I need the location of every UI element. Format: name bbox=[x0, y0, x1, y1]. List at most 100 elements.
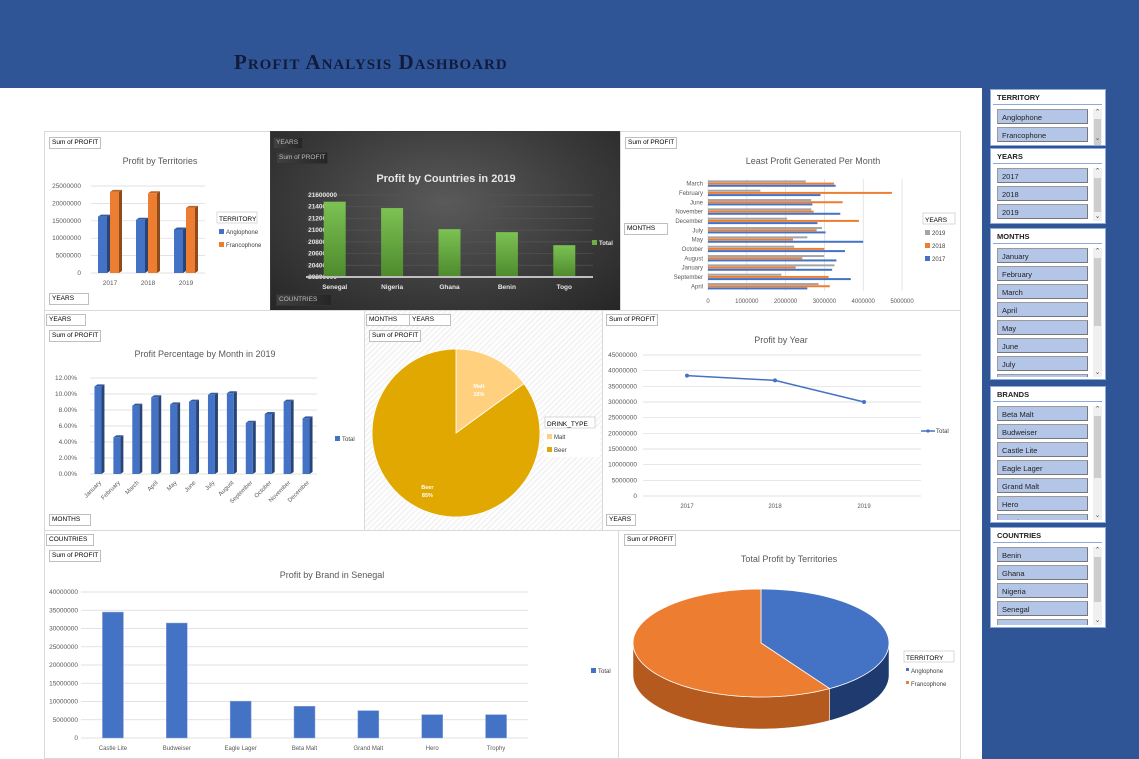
chart-canvas: Malt 15% Beer 85% DRINK_TYPE Malt Beer bbox=[371, 348, 600, 518]
y-tick-label: 20000000 bbox=[608, 430, 637, 437]
slicer-item[interactable]: Senegal bbox=[997, 601, 1088, 616]
slicer-item[interactable]: March bbox=[997, 284, 1088, 299]
slicer-item[interactable]: January bbox=[997, 248, 1088, 263]
scrollbar-thumb[interactable] bbox=[1094, 557, 1101, 603]
field-button-sum-of-profit[interactable]: Sum of PROFIT bbox=[624, 534, 677, 546]
scrollbar-thumb[interactable] bbox=[1094, 178, 1101, 213]
slicer-items: Benin Ghana Nigeria Senegal Togo bbox=[997, 547, 1088, 625]
y-tick-label: 25000000 bbox=[49, 644, 78, 651]
slicer-item[interactable]: February bbox=[997, 266, 1088, 281]
field-button-countries[interactable]: COUNTRIES bbox=[46, 534, 94, 546]
scrollbar-thumb[interactable] bbox=[1094, 258, 1101, 327]
chart-profit-percentage-by-month[interactable]: Profit Percentage by Month in 2019 0.00% 2… bbox=[44, 310, 365, 531]
slicer-item[interactable]: Trophy bbox=[997, 514, 1088, 520]
field-button-sum-of-profit[interactable]: Sum of PROFIT bbox=[276, 152, 329, 164]
chevron-up-icon[interactable]: ⌃ bbox=[1094, 406, 1101, 413]
bar-december-2018 bbox=[708, 219, 859, 222]
slicer-item[interactable]: Benin bbox=[997, 547, 1088, 562]
y-tick-label: 30000000 bbox=[49, 626, 78, 633]
chart-least-profit-per-month[interactable]: Least Profit Generated Per Month 0 1000000… bbox=[620, 131, 961, 311]
slicer-item[interactable]: Eagle Lager bbox=[997, 460, 1088, 475]
slicer-item[interactable]: Beta Malt bbox=[997, 406, 1088, 421]
chevron-up-icon[interactable]: ⌃ bbox=[1094, 547, 1101, 554]
chart-profit-by-brand-senegal[interactable]: Profit by Brand in Senegal 0 5000000 100000… bbox=[44, 530, 619, 759]
y-tick-label: 35000000 bbox=[49, 607, 78, 614]
bar-march-2019 bbox=[708, 180, 806, 183]
field-button-sum-of-profit[interactable]: Sum of PROFIT bbox=[49, 330, 102, 342]
slicer-item[interactable]: Togo bbox=[997, 619, 1088, 625]
slicer-item[interactable]: June bbox=[997, 338, 1088, 353]
y-tick-label: 10.00% bbox=[55, 391, 77, 398]
field-button-months[interactable]: MONTHS bbox=[366, 314, 410, 326]
field-button-sum-of-profit[interactable]: Sum of PROFIT bbox=[625, 137, 678, 149]
slicer-item[interactable]: May bbox=[997, 320, 1088, 335]
data-point bbox=[862, 400, 866, 404]
field-button-sum-of-profit[interactable]: Sum of PROFIT bbox=[369, 330, 422, 342]
slicer-item[interactable]: Grand Malt bbox=[997, 478, 1088, 493]
chevron-down-icon[interactable]: ⌄ bbox=[1094, 135, 1101, 142]
slicer-scrollbar[interactable]: ⌃ ⌄ bbox=[1093, 547, 1102, 625]
field-button-years[interactable]: YEARS bbox=[49, 293, 89, 305]
chart-total-profit-by-territories[interactable]: Total Profit by Territories TERRITORY Angl… bbox=[618, 530, 961, 759]
scrollbar-thumb[interactable] bbox=[1094, 119, 1101, 145]
slicer-scrollbar[interactable]: ⌃ ⌄ bbox=[1093, 248, 1102, 377]
bar-hero-total bbox=[421, 714, 443, 739]
slicer-item[interactable]: Ghana bbox=[997, 565, 1088, 580]
field-button-sum-of-profit[interactable]: Sum of PROFIT bbox=[49, 137, 102, 149]
field-button-countries[interactable]: COUNTRIES bbox=[276, 294, 332, 306]
slicer-item[interactable]: Hero bbox=[997, 496, 1088, 511]
bar-january-total bbox=[94, 386, 102, 474]
chevron-down-icon[interactable]: ⌄ bbox=[1094, 617, 1101, 624]
slicer-item[interactable]: Nigeria bbox=[997, 583, 1088, 598]
chart-canvas: Profit by Brand in Senegal 0 5000000 100000… bbox=[49, 570, 611, 752]
slicer-item[interactable]: Castle Lite bbox=[997, 442, 1088, 457]
slicer-item[interactable]: Budweiser bbox=[997, 424, 1088, 439]
field-button-years[interactable]: YEARS bbox=[46, 314, 86, 326]
chart-canvas: Profit by Year 0 5000000 10000000 15000000 20… bbox=[608, 335, 949, 510]
slicer-items: Anglophone Francophone bbox=[997, 109, 1088, 143]
slicer-scrollbar[interactable]: ⌃ ⌄ bbox=[1093, 406, 1102, 520]
legend-swatch bbox=[547, 447, 552, 452]
slicer-item[interactable]: Anglophone bbox=[997, 109, 1088, 124]
chart-canvas: Least Profit Generated Per Month 0 1000000… bbox=[674, 156, 956, 305]
chevron-down-icon[interactable]: ⌄ bbox=[1094, 512, 1101, 519]
chart-drink-type-pie[interactable]: Malt 15% Beer 85% DRINK_TYPE Malt Beer bbox=[364, 310, 603, 531]
chevron-down-icon[interactable]: ⌄ bbox=[1094, 369, 1101, 376]
slicer-item[interactable]: July bbox=[997, 356, 1088, 371]
slicer-item[interactable] bbox=[997, 374, 1088, 377]
bar-eagle-lager-total bbox=[229, 700, 252, 739]
chevron-up-icon[interactable]: ⌃ bbox=[1094, 168, 1101, 175]
chevron-down-icon[interactable]: ⌄ bbox=[1094, 213, 1101, 220]
chart-profit-by-year[interactable]: Profit by Year 0 5000000 10000000 15000000 20… bbox=[602, 310, 961, 531]
field-button-sum-of-profit[interactable]: Sum of PROFIT bbox=[606, 314, 659, 326]
scrollbar-thumb[interactable] bbox=[1094, 416, 1101, 478]
bar-june-total bbox=[189, 401, 197, 474]
slicer-scrollbar[interactable]: ⌃ ⌄ bbox=[1093, 109, 1102, 145]
bar-january-2018 bbox=[708, 266, 796, 269]
bar-top bbox=[170, 402, 181, 405]
field-button-sum-of-profit[interactable]: Sum of PROFIT bbox=[49, 550, 102, 562]
field-button-months[interactable]: MONTHS bbox=[624, 223, 668, 235]
slicer-item[interactable]: April bbox=[997, 302, 1088, 317]
slicer-territory: TERRITORY Anglophone Francophone ⌃ ⌄ bbox=[990, 89, 1106, 146]
field-button-years[interactable]: YEARS bbox=[273, 137, 303, 149]
bar-march-2018 bbox=[708, 182, 835, 185]
field-button-years[interactable]: YEARS bbox=[409, 314, 451, 326]
chart-profit-by-territories[interactable]: Profit by Territories 0 5000000 10000000 150… bbox=[44, 131, 271, 311]
field-button-years[interactable]: YEARS bbox=[606, 514, 636, 526]
chevron-up-icon[interactable]: ⌃ bbox=[1094, 248, 1101, 255]
y-tick-label: 4.00% bbox=[59, 439, 78, 446]
slicer-item[interactable]: Francophone bbox=[997, 127, 1088, 142]
field-button-months[interactable]: MONTHS bbox=[49, 514, 91, 526]
bar-side bbox=[101, 384, 105, 474]
bar-january-2017 bbox=[708, 268, 833, 271]
slicer-item[interactable]: 2017 bbox=[997, 168, 1088, 183]
slicer-scrollbar[interactable]: ⌃ ⌄ bbox=[1093, 168, 1102, 221]
legend-label: Anglophone bbox=[911, 669, 944, 675]
slicer-item[interactable]: 2019 bbox=[997, 204, 1088, 219]
legend-title: TERRITORY bbox=[906, 655, 944, 662]
slicer-item[interactable]: 2018 bbox=[997, 186, 1088, 201]
bar-june-2019 bbox=[708, 199, 812, 202]
legend-swatch bbox=[906, 668, 909, 671]
chevron-up-icon[interactable]: ⌃ bbox=[1094, 109, 1101, 116]
